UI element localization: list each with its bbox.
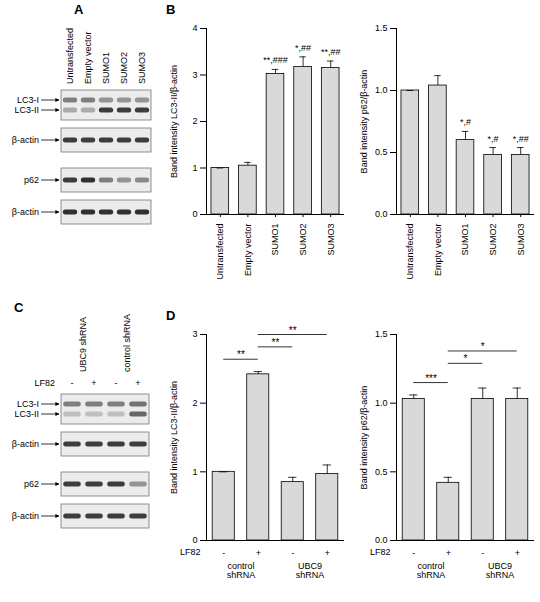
html-text:D: D: [166, 308, 176, 323]
svg-text:SUMO1: SUMO1: [101, 52, 111, 84]
svg-text:SUMO2: SUMO2: [119, 52, 129, 84]
svg-text:-: -: [412, 548, 415, 558]
svg-text:Untransfected: Untransfected: [215, 224, 225, 280]
svg-text:Band intensity p62/β-actin: Band intensity p62/β-actin: [359, 386, 369, 490]
svg-text:+: +: [446, 548, 451, 558]
svg-text:-: -: [71, 378, 74, 388]
svg-text:controlshRNA: controlshRNA: [417, 561, 446, 580]
svg-text:Empty vector: Empty vector: [243, 223, 253, 276]
svg-text:2: 2: [192, 116, 197, 126]
svg-text:*: *: [481, 341, 485, 352]
svg-text:controlshRNA: controlshRNA: [227, 561, 256, 580]
svg-text:UBC9 shRNA: UBC9 shRNA: [78, 317, 88, 372]
svg-text:SUMO2: SUMO2: [488, 224, 498, 256]
svg-text:Untransfected: Untransfected: [405, 224, 415, 280]
svg-text:3: 3: [192, 329, 197, 339]
svg-text:Band intensity LC3-II/β-actin: Band intensity LC3-II/β-actin: [169, 65, 179, 178]
svg-text:0: 0: [192, 209, 197, 219]
svg-text:UBC9shRNA: UBC9shRNA: [486, 561, 515, 580]
html-text:B: B: [166, 2, 176, 17]
svg-text:*,#: *,#: [488, 134, 499, 144]
svg-text:p62: p62: [24, 479, 39, 489]
svg-text:control shRNA: control shRNA: [122, 314, 132, 372]
svg-text:+: +: [256, 548, 261, 558]
svg-text:β-actin: β-actin: [12, 135, 39, 145]
svg-text:*: *: [464, 353, 468, 364]
svg-text:SUMO3: SUMO3: [326, 224, 336, 256]
svg-text:SUMO1: SUMO1: [270, 224, 280, 256]
svg-text:LF82: LF82: [180, 547, 201, 557]
svg-text:β-actin: β-actin: [12, 511, 39, 521]
svg-text:1.0: 1.0: [375, 85, 388, 95]
svg-text:0.0: 0.0: [375, 209, 388, 219]
svg-text:1.5: 1.5: [375, 23, 388, 33]
svg-text:***: ***: [425, 373, 437, 384]
svg-text:p62: p62: [24, 175, 39, 185]
svg-text:1: 1: [192, 467, 197, 477]
svg-text:UBC9shRNA: UBC9shRNA: [296, 561, 325, 580]
svg-text:**,###: **,###: [263, 55, 288, 65]
svg-text:**: **: [237, 349, 245, 360]
svg-text:*,#: *,#: [460, 117, 471, 127]
svg-text:**,##: **,##: [321, 47, 341, 57]
svg-text:1.5: 1.5: [375, 329, 388, 339]
svg-text:β-actin: β-actin: [12, 439, 39, 449]
svg-text:SUMO1: SUMO1: [460, 224, 470, 256]
svg-text:+: +: [135, 378, 140, 388]
svg-text:+: +: [325, 548, 330, 558]
svg-text:0.5: 0.5: [375, 467, 388, 477]
svg-text:-: -: [291, 548, 294, 558]
svg-text:1: 1: [192, 163, 197, 173]
svg-text:0.0: 0.0: [375, 535, 388, 545]
svg-text:Untransfected: Untransfected: [65, 28, 75, 84]
svg-text:**: **: [272, 337, 280, 348]
svg-text:Band intensity p62/β-actin: Band intensity p62/β-actin: [359, 70, 369, 174]
svg-text:LF82: LF82: [34, 378, 55, 388]
svg-text:Empty vector: Empty vector: [433, 223, 443, 276]
svg-text:+: +: [515, 548, 520, 558]
svg-text:LF82: LF82: [370, 547, 391, 557]
svg-text:1.0: 1.0: [375, 398, 388, 408]
svg-text:+: +: [91, 378, 96, 388]
html-text:C: C: [14, 300, 24, 315]
svg-text:*,##: *,##: [513, 134, 529, 144]
svg-text:0.5: 0.5: [375, 147, 388, 157]
svg-text:Empty vector: Empty vector: [83, 31, 93, 84]
svg-text:-: -: [222, 548, 225, 558]
svg-text:SUMO2: SUMO2: [298, 224, 308, 256]
html-text:A: A: [74, 2, 84, 17]
svg-text:3: 3: [192, 70, 197, 80]
svg-text:LC3-II: LC3-II: [14, 409, 39, 419]
svg-text:-: -: [481, 548, 484, 558]
svg-text:LC3-II: LC3-II: [14, 105, 39, 115]
svg-text:LC3-I: LC3-I: [17, 95, 39, 105]
svg-text:β-actin: β-actin: [12, 207, 39, 217]
svg-text:Band intensity LC3-II/β-actin: Band intensity LC3-II/β-actin: [169, 381, 179, 494]
svg-text:**: **: [289, 325, 297, 336]
svg-text:4: 4: [192, 23, 197, 33]
svg-text:SUMO3: SUMO3: [137, 52, 147, 84]
svg-text:0: 0: [192, 535, 197, 545]
svg-text:SUMO3: SUMO3: [516, 224, 526, 256]
svg-text:*,##: *,##: [295, 43, 311, 53]
svg-text:2: 2: [192, 398, 197, 408]
svg-text:LC3-I: LC3-I: [17, 399, 39, 409]
svg-text:-: -: [115, 378, 118, 388]
